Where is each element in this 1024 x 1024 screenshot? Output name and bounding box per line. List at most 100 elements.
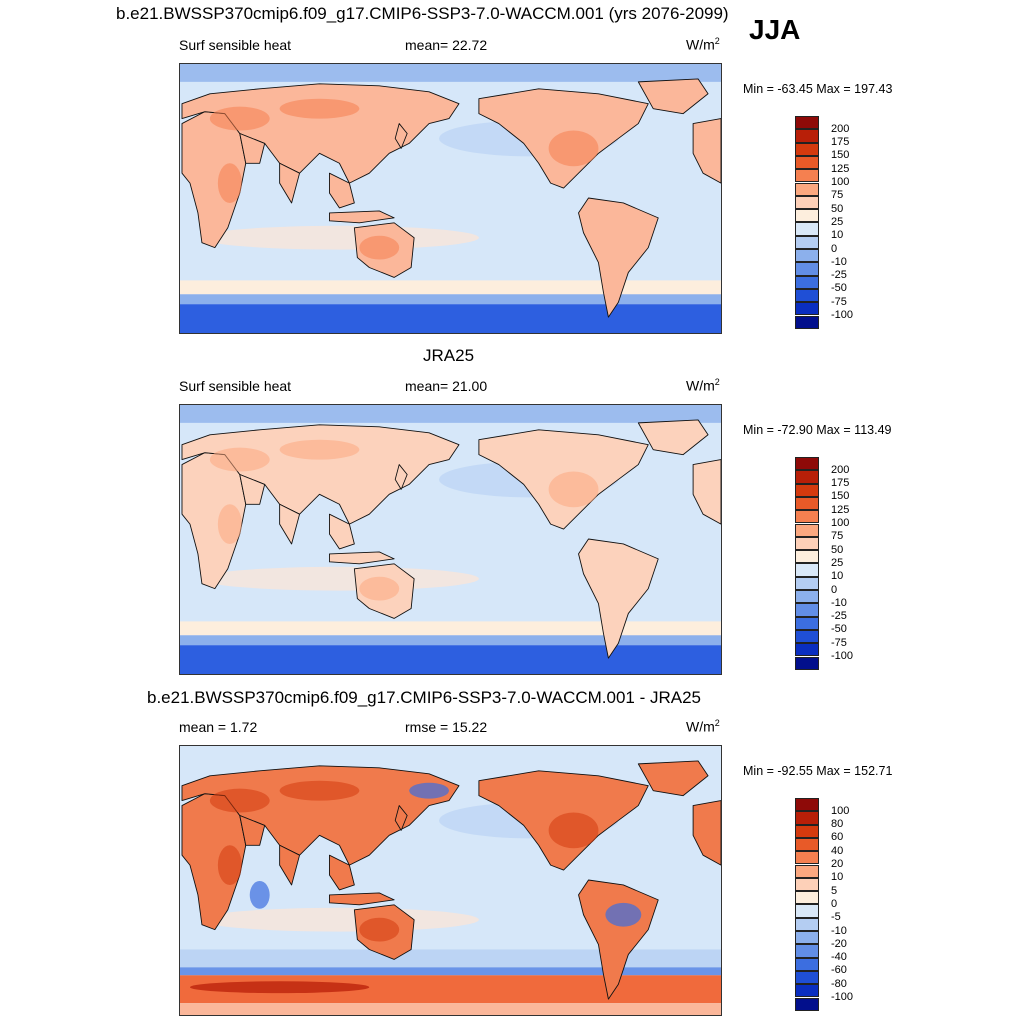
colorbar-tick-label: 40	[831, 844, 844, 857]
land-hotspot	[548, 471, 599, 508]
colorbar-swatch	[795, 129, 819, 143]
arctic-band	[180, 746, 721, 764]
minmax-label: Min = -63.45 Max = 197.43	[743, 82, 893, 96]
colorbar-swatch	[795, 209, 819, 223]
colorbar-tick-label: -75	[831, 295, 847, 308]
land-hotspot	[209, 447, 270, 472]
variable-label: Surf sensible heat	[179, 378, 292, 394]
colorbar-swatch	[795, 550, 819, 564]
colorbar-tick-label: 60	[831, 831, 844, 844]
colorbar-tick-label: 100	[831, 804, 850, 817]
units-label: W/m2	[686, 377, 720, 394]
colorbar-swatch	[795, 891, 819, 905]
mean-label: mean= 21.00	[405, 378, 488, 394]
colorbar-swatch	[795, 798, 819, 812]
continent-seasia	[328, 513, 355, 550]
ocean-warm-band	[199, 566, 479, 591]
continent-wafrica	[692, 459, 721, 525]
colorbar-swatch	[795, 904, 819, 918]
colorbar-tick-label: 175	[831, 136, 850, 149]
colorbar-tick-label: 75	[831, 530, 844, 543]
units-label: W/m2	[686, 36, 720, 53]
continent-arabia	[239, 133, 266, 164]
land-coldspot	[409, 782, 450, 799]
continent-indonesia	[328, 892, 395, 906]
southern-ocean-max	[189, 981, 370, 994]
colorbar-swatch	[795, 470, 819, 484]
continent-samerica	[578, 538, 659, 659]
colorbar-swatch	[795, 222, 819, 236]
arctic-band	[180, 405, 721, 423]
minmax-label: Min = -92.55 Max = 152.71	[743, 764, 893, 778]
colorbar-swatch	[795, 536, 819, 551]
land-hotspot	[279, 780, 360, 801]
colorbar-swatch	[795, 837, 819, 852]
colorbar-tick-label: 50	[831, 202, 844, 215]
colorbar-tick-label: 50	[831, 543, 844, 556]
continent-seasia	[328, 854, 355, 891]
southern-ocean-band	[180, 635, 721, 646]
continent-greenland	[637, 419, 709, 456]
land-coldspot	[249, 880, 270, 909]
colorbar-swatch	[795, 262, 819, 276]
colorbar-swatch	[795, 997, 819, 1011]
colorbar-swatch	[795, 931, 819, 945]
colorbar-tick-label: 80	[831, 818, 844, 831]
colorbar-tick-label: 75	[831, 189, 844, 202]
colorbar-swatch	[795, 155, 819, 170]
continent-seasia	[328, 172, 355, 209]
colorbar-swatch	[795, 496, 819, 511]
colorbar-tick-label: 10	[831, 570, 844, 583]
colorbar-swatch	[795, 616, 819, 630]
colorbar-tick-label: 0	[831, 242, 838, 255]
continent-indonesia	[328, 551, 395, 565]
colorbar-swatch	[795, 235, 819, 249]
colorbar-swatch	[795, 984, 819, 998]
colorbar-tick-label: 150	[831, 490, 850, 503]
mean-label: mean= 22.72	[405, 37, 488, 53]
continent-arabia	[239, 474, 266, 505]
colorbar-tick-label: -40	[831, 951, 847, 964]
colorbar-tick-label: 10	[831, 229, 844, 242]
units-label: W/m2	[686, 718, 720, 735]
colorbar-tick-label: -20	[831, 937, 847, 950]
continent-india	[279, 844, 301, 886]
colorbar-tick-label: -100	[831, 991, 854, 1003]
colorbar-tick-label: 0	[831, 583, 838, 596]
colorbar-tick-label: 100	[831, 176, 850, 188]
land-hotspot	[209, 788, 270, 813]
minmax-label: Min = -72.90 Max = 113.49	[743, 423, 892, 437]
colorbar-tick-label: -50	[831, 623, 847, 636]
colorbar-tick-label: 25	[831, 556, 844, 569]
rmse-label: rmse = 15.22	[405, 719, 488, 735]
southern-ocean-band	[180, 1003, 721, 1015]
colorbar-tick-label: -25	[831, 610, 847, 623]
arctic-band	[180, 64, 721, 82]
southern-ocean-band	[180, 280, 721, 295]
continent-japan	[394, 123, 408, 149]
colorbar-tick-label: -25	[831, 269, 847, 282]
land-hotspot	[279, 98, 360, 119]
colorbar-swatch	[795, 510, 819, 524]
colorbar-swatch	[795, 917, 819, 931]
mean-label: mean = 1.72	[179, 719, 258, 735]
land-hotspot	[279, 439, 360, 460]
panel-title: JRA25	[423, 346, 475, 365]
colorbar-swatch	[795, 864, 819, 878]
southern-ocean-band	[180, 304, 721, 333]
continent-wafrica	[692, 118, 721, 184]
continent-wafrica	[692, 800, 721, 866]
colorbar-swatch	[795, 315, 819, 329]
southern-ocean-band	[180, 621, 721, 636]
colorbar-tick-label: 200	[831, 463, 850, 476]
colorbar-swatch	[795, 970, 819, 985]
world-map	[179, 404, 722, 675]
continent-indonesia	[328, 210, 395, 224]
colorbar-tick-label: -100	[831, 650, 854, 662]
colorbar-tick-label: 150	[831, 149, 850, 162]
continent-samerica	[578, 197, 659, 318]
land-hotspot	[359, 235, 400, 260]
southern-ocean-band	[180, 967, 721, 976]
continent-greenland	[637, 760, 709, 797]
land-coldspot	[605, 902, 642, 927]
